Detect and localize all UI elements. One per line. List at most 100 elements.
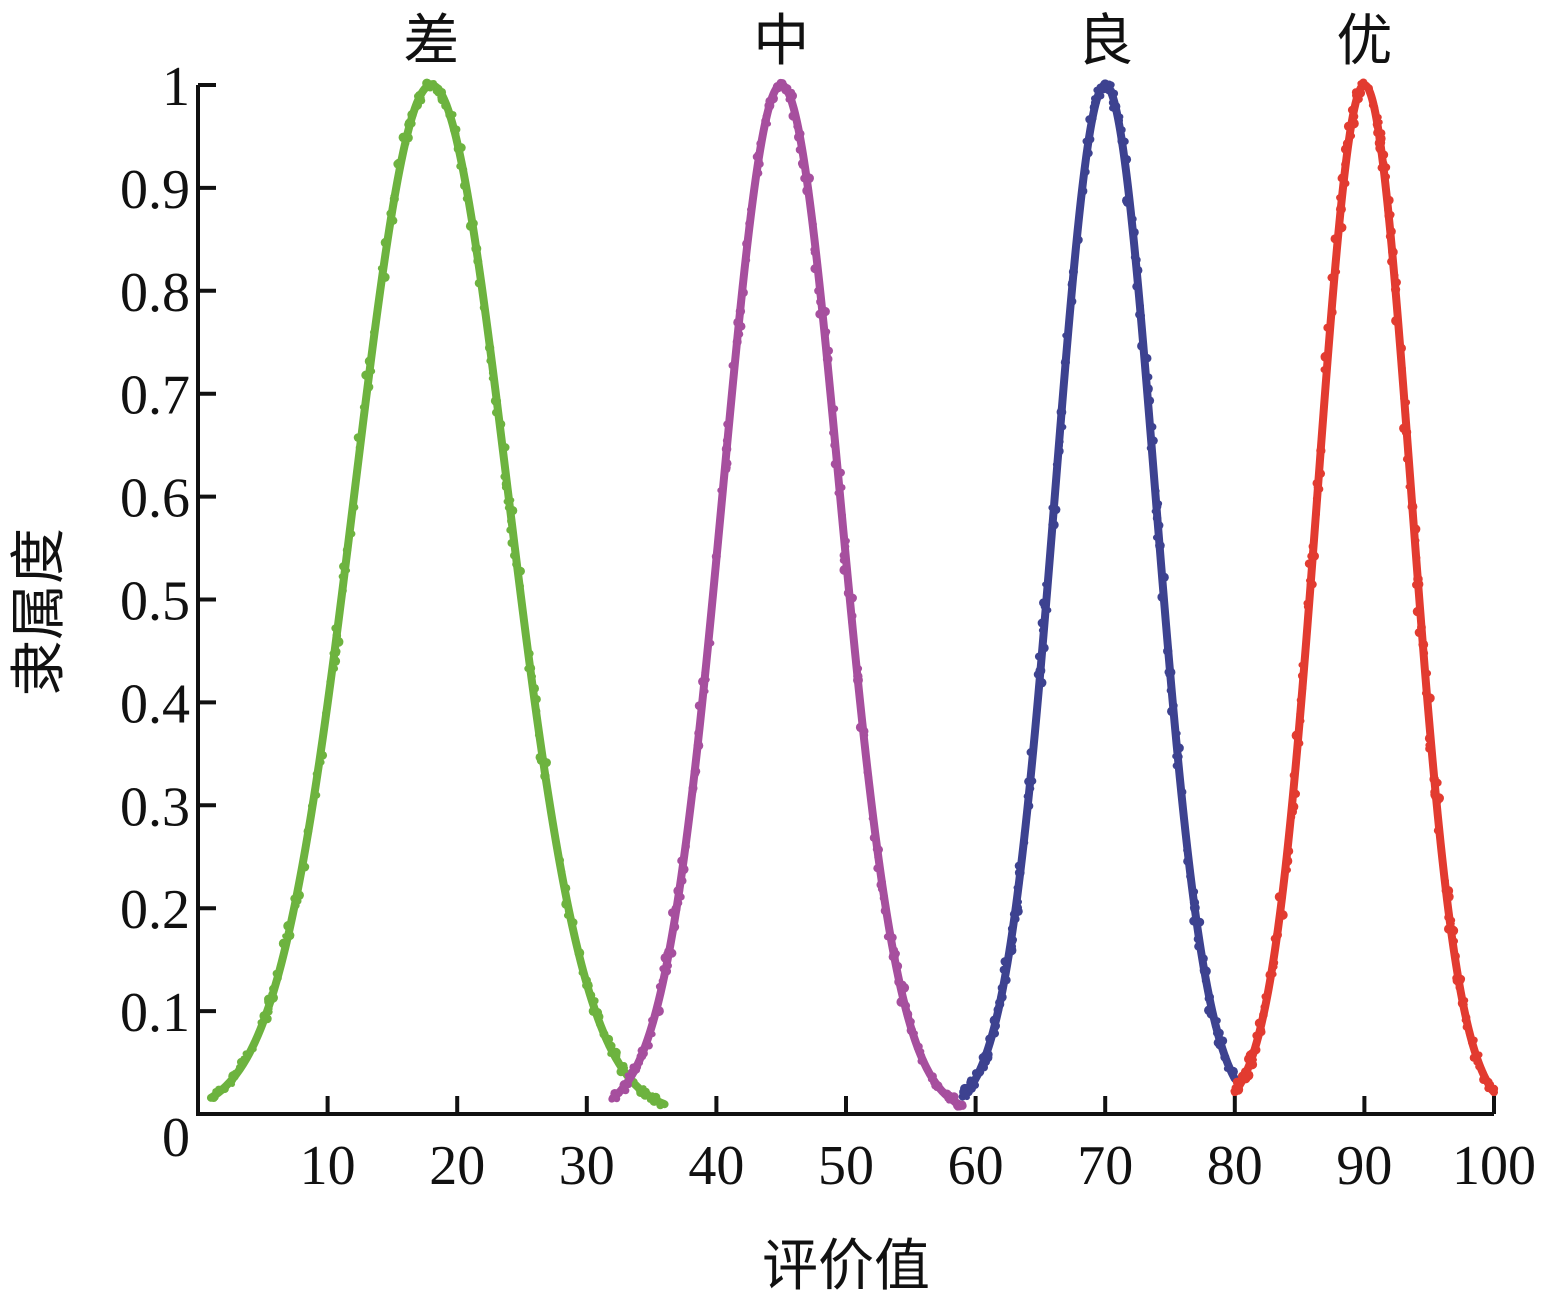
series-point xyxy=(512,561,519,568)
series-point xyxy=(526,649,534,658)
series-point xyxy=(869,833,878,842)
series-point xyxy=(250,1041,256,1047)
series-point xyxy=(718,506,724,512)
series-point xyxy=(533,707,541,715)
series-point xyxy=(1323,323,1332,332)
series-point xyxy=(283,921,294,931)
series-point xyxy=(1420,649,1429,657)
series-point xyxy=(1190,905,1197,912)
series-point xyxy=(588,1006,599,1016)
series-point xyxy=(1314,497,1321,504)
series-point xyxy=(616,1067,626,1077)
series-point xyxy=(1084,149,1093,158)
series-point xyxy=(1414,562,1420,569)
series-point xyxy=(804,170,810,176)
series-point xyxy=(1316,446,1326,456)
series-point xyxy=(679,864,689,875)
series-point xyxy=(1002,975,1011,985)
series-point xyxy=(639,1047,645,1053)
series-point xyxy=(316,753,325,762)
series-point xyxy=(321,731,328,737)
series-point xyxy=(762,113,771,121)
series-point xyxy=(1341,161,1348,168)
series-point xyxy=(1152,513,1162,523)
series-point xyxy=(1260,1003,1267,1010)
series-point xyxy=(624,1072,631,1079)
series-point xyxy=(1152,502,1162,511)
series-point xyxy=(853,675,863,686)
series-point xyxy=(694,701,704,711)
series-point xyxy=(976,1071,982,1078)
series-point xyxy=(1056,407,1067,417)
series-point xyxy=(816,297,825,307)
series-point xyxy=(1254,1018,1265,1028)
series-point xyxy=(765,96,774,106)
series-point xyxy=(1097,84,1105,93)
series-point xyxy=(561,883,571,893)
series-point xyxy=(1107,87,1115,94)
series-point xyxy=(1309,551,1319,561)
series-point xyxy=(1254,1039,1261,1045)
series-point xyxy=(1241,1074,1251,1084)
series-point xyxy=(312,770,319,778)
series-point xyxy=(894,977,904,987)
series-point xyxy=(1013,884,1020,891)
series-point xyxy=(649,1031,656,1038)
series-point xyxy=(1137,341,1147,351)
series-point xyxy=(1424,733,1435,743)
series-point xyxy=(303,826,313,836)
series-point xyxy=(1334,269,1341,275)
series-point xyxy=(1289,771,1297,780)
series-point xyxy=(1333,248,1340,256)
series-point xyxy=(793,123,800,130)
series-point xyxy=(621,1086,630,1095)
series-point xyxy=(824,346,834,355)
labels-layer: 差中良优 xyxy=(403,9,1392,74)
series-point xyxy=(504,504,511,511)
series-point xyxy=(733,317,743,328)
series-point xyxy=(1186,873,1193,880)
series-point xyxy=(1443,877,1449,884)
series-point xyxy=(1308,542,1318,551)
series-point xyxy=(754,151,762,159)
series-point xyxy=(1172,762,1180,770)
series-point xyxy=(1327,307,1337,317)
y-tick-label: 1 xyxy=(162,56,190,118)
series-point xyxy=(866,774,873,780)
series-point xyxy=(1190,888,1199,896)
series-point xyxy=(728,402,735,409)
series-point xyxy=(1130,215,1137,223)
series-point xyxy=(1407,501,1418,512)
series-point xyxy=(1448,924,1457,933)
series-point xyxy=(859,726,869,736)
series-point xyxy=(1312,479,1321,488)
series-point xyxy=(242,1050,250,1057)
series-point xyxy=(1123,175,1131,183)
series-point xyxy=(1025,801,1034,811)
series-point xyxy=(742,239,751,248)
series-point xyxy=(398,132,409,143)
series-point xyxy=(1405,484,1411,490)
series-point xyxy=(837,468,845,477)
series-point xyxy=(707,639,715,647)
series-point xyxy=(501,484,508,491)
series-point xyxy=(1023,793,1031,800)
series-point xyxy=(1393,272,1399,278)
series-point xyxy=(1353,96,1359,102)
series-point xyxy=(423,80,433,90)
series-point xyxy=(745,219,753,228)
series-point xyxy=(701,669,708,676)
series-label: 良 xyxy=(1077,9,1133,74)
series-point xyxy=(1206,993,1215,1001)
series-point xyxy=(364,382,374,392)
series-point xyxy=(496,419,506,429)
series-point xyxy=(723,459,732,468)
series-point xyxy=(1065,323,1073,330)
series-point xyxy=(459,164,466,172)
series-point xyxy=(1049,509,1058,518)
series-point xyxy=(507,538,516,548)
series-point xyxy=(830,459,840,469)
x-tick-label: 20 xyxy=(429,1135,485,1197)
series-point xyxy=(415,100,421,106)
series-point xyxy=(1006,942,1017,952)
